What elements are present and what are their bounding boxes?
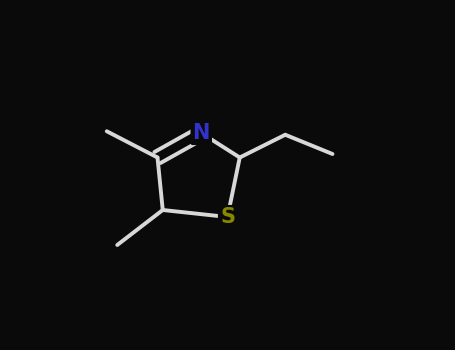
Text: S: S [220, 207, 235, 227]
Text: N: N [192, 123, 210, 143]
